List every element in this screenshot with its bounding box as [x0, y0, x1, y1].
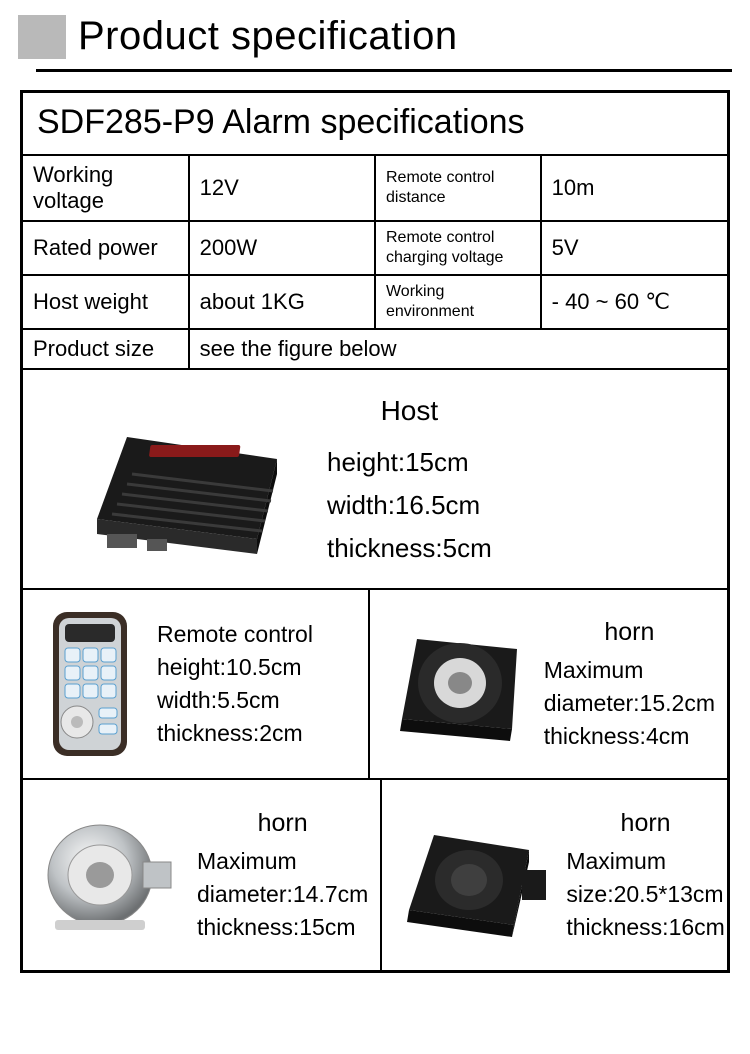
- remote-width: width:5.5cm: [157, 687, 313, 714]
- remote-title: Remote control: [157, 621, 313, 648]
- host-thickness: thickness:5cm: [327, 533, 492, 564]
- horn3-line2: size:20.5*13cm: [566, 881, 725, 908]
- horn1-panel: horn Maximum diameter:15.2cm thickness:4…: [370, 590, 727, 778]
- table-row: Product size see the figure below: [23, 329, 727, 369]
- horn1-line2: diameter:15.2cm: [544, 690, 715, 717]
- horn-flat-icon: [382, 609, 532, 759]
- horn-box-icon: [394, 800, 554, 950]
- horn3-panel: horn Maximum size:20.5*13cm thickness:16…: [382, 780, 737, 970]
- horn3-line3: thickness:16cm: [566, 914, 725, 941]
- horn2-title: horn: [197, 809, 368, 838]
- remote-control-icon: [35, 604, 145, 764]
- spec-value: 200W: [189, 221, 375, 275]
- spec-label: Working environment: [375, 275, 541, 329]
- spec-label: Remote control charging voltage: [375, 221, 541, 275]
- horn2-line1: Maximum: [197, 848, 368, 875]
- horn3-line1: Maximum: [566, 848, 725, 875]
- spec-label: Working voltage: [23, 156, 189, 221]
- spec-title: SDF285-P9 Alarm specifications: [23, 93, 727, 156]
- table-row: Host weight about 1KG Working environmen…: [23, 275, 727, 329]
- spec-label: Remote control distance: [375, 156, 541, 221]
- host-width: width:16.5cm: [327, 490, 492, 521]
- header-accent-block: [18, 15, 66, 59]
- spec-label: Host weight: [23, 275, 189, 329]
- panel-row-3: horn Maximum diameter:14.7cm thickness:1…: [23, 780, 727, 970]
- horn3-info: horn Maximum size:20.5*13cm thickness:16…: [566, 809, 725, 941]
- spec-value: - 40 ~ 60 ℃: [541, 275, 727, 329]
- page-header: Product specification: [0, 0, 750, 72]
- horn2-line2: diameter:14.7cm: [197, 881, 368, 908]
- horn1-line1: Maximum: [544, 657, 715, 684]
- host-info: Host height:15cm width:16.5cm thickness:…: [327, 395, 492, 564]
- remote-height: height:10.5cm: [157, 654, 313, 681]
- host-panel: Host height:15cm width:16.5cm thickness:…: [23, 370, 727, 590]
- horn1-info: horn Maximum diameter:15.2cm thickness:4…: [544, 618, 715, 750]
- spec-value: 10m: [541, 156, 727, 221]
- spec-value: 5V: [541, 221, 727, 275]
- header-underline: [36, 69, 732, 72]
- host-device-icon: [37, 389, 297, 569]
- table-row: Working voltage 12V Remote control dista…: [23, 156, 727, 221]
- page-title: Product specification: [78, 14, 458, 59]
- host-title: Host: [327, 395, 492, 427]
- remote-info: Remote control height:10.5cm width:5.5cm…: [157, 621, 313, 747]
- horn2-info: horn Maximum diameter:14.7cm thickness:1…: [197, 809, 368, 941]
- host-height: height:15cm: [327, 447, 492, 478]
- horn2-panel: horn Maximum diameter:14.7cm thickness:1…: [23, 780, 382, 970]
- horn2-line3: thickness:15cm: [197, 914, 368, 941]
- spec-value: 12V: [189, 156, 375, 221]
- spec-value: see the figure below: [189, 329, 727, 369]
- spec-table: Working voltage 12V Remote control dista…: [23, 156, 727, 370]
- remote-panel: Remote control height:10.5cm width:5.5cm…: [23, 590, 370, 778]
- horn1-line3: thickness:4cm: [544, 723, 715, 750]
- spec-value: about 1KG: [189, 275, 375, 329]
- remote-thickness: thickness:2cm: [157, 720, 313, 747]
- horn3-title: horn: [566, 809, 725, 838]
- panel-row-2: Remote control height:10.5cm width:5.5cm…: [23, 590, 727, 780]
- spec-label: Rated power: [23, 221, 189, 275]
- spec-container: SDF285-P9 Alarm specifications Working v…: [20, 90, 730, 973]
- horn1-title: horn: [544, 618, 715, 647]
- table-row: Rated power 200W Remote control charging…: [23, 221, 727, 275]
- spec-label: Product size: [23, 329, 189, 369]
- horn-chrome-icon: [35, 800, 185, 950]
